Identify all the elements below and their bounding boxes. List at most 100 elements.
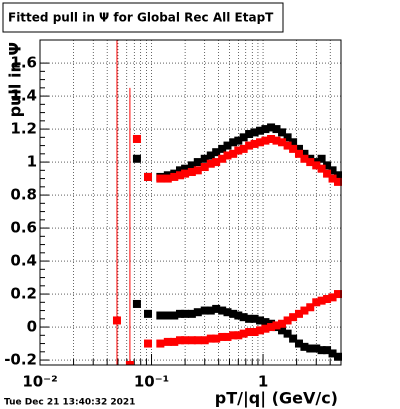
point [294, 149, 303, 158]
point [323, 169, 332, 178]
point [193, 166, 202, 175]
point [144, 172, 153, 181]
point [328, 174, 337, 183]
point [223, 308, 232, 317]
point [187, 167, 196, 176]
y-tick-label: 1.6 [10, 54, 37, 72]
y-tick-label: 0.8 [10, 186, 37, 204]
point [300, 306, 309, 315]
point [239, 144, 248, 153]
point [250, 328, 259, 337]
point [312, 298, 321, 307]
point [239, 313, 248, 322]
y-tick-label: 0.4 [10, 252, 37, 270]
point [289, 144, 298, 153]
point [289, 313, 298, 322]
point [267, 323, 276, 332]
point [212, 158, 221, 167]
point [206, 159, 215, 168]
point [229, 331, 238, 340]
point [261, 136, 270, 145]
point [223, 141, 232, 150]
chart-title: Fitted pull in Ψ for Global Rec All Etap… [8, 11, 274, 25]
point [312, 161, 321, 170]
point [212, 148, 221, 157]
point [256, 138, 265, 147]
y-tick-label: 1.2 [10, 120, 37, 138]
point [193, 158, 202, 167]
point [239, 329, 248, 338]
point [132, 154, 141, 163]
x-tick-label: 1 [258, 373, 268, 391]
point [283, 329, 292, 338]
title-box [2, 2, 284, 33]
point [181, 309, 190, 318]
point [181, 336, 190, 345]
point [283, 316, 292, 325]
point [256, 326, 265, 335]
point [334, 171, 343, 180]
point [317, 164, 326, 173]
point [223, 151, 232, 160]
point [312, 344, 321, 353]
point [175, 171, 184, 180]
point [289, 334, 298, 343]
y-axis-label: pull in Ψ [6, 42, 25, 117]
point [212, 304, 221, 313]
point [163, 337, 172, 346]
point [306, 303, 315, 312]
point [278, 319, 287, 328]
point [144, 339, 153, 348]
point [261, 318, 270, 327]
point [278, 138, 287, 147]
y-tick-label: 0.2 [10, 285, 37, 303]
point [323, 295, 332, 304]
point [283, 133, 292, 142]
point [317, 154, 326, 163]
point [175, 166, 184, 175]
x-axis-label: pT/|q| (GeV/c) [215, 389, 338, 409]
point [294, 339, 303, 348]
point [300, 342, 309, 351]
point [300, 149, 309, 158]
point [156, 174, 165, 183]
point [261, 125, 270, 134]
point [323, 346, 332, 355]
point [218, 332, 227, 341]
point [272, 321, 281, 330]
point [250, 128, 259, 137]
point [132, 134, 141, 143]
point [218, 144, 227, 153]
point [283, 141, 292, 150]
point [132, 299, 141, 308]
point [234, 136, 243, 145]
point [170, 311, 179, 320]
point [206, 151, 215, 160]
plot-frame [39, 39, 342, 366]
point [245, 314, 254, 323]
point [306, 344, 315, 353]
x-tick-label: 10⁻² [22, 373, 57, 391]
point [261, 324, 270, 333]
point [163, 174, 172, 183]
point [250, 139, 259, 148]
point [175, 336, 184, 345]
point [317, 296, 326, 305]
point [256, 126, 265, 135]
point [272, 125, 281, 134]
point [234, 146, 243, 155]
point [163, 311, 172, 320]
point [300, 154, 309, 163]
point [278, 326, 287, 335]
point [245, 328, 254, 337]
point [218, 306, 227, 315]
point [206, 334, 215, 343]
point [200, 306, 209, 315]
y-tick-label: 1.4 [10, 87, 37, 105]
point [187, 309, 196, 318]
point [200, 336, 209, 345]
point [294, 309, 303, 318]
point [323, 161, 332, 170]
point [294, 144, 303, 153]
point [181, 164, 190, 173]
